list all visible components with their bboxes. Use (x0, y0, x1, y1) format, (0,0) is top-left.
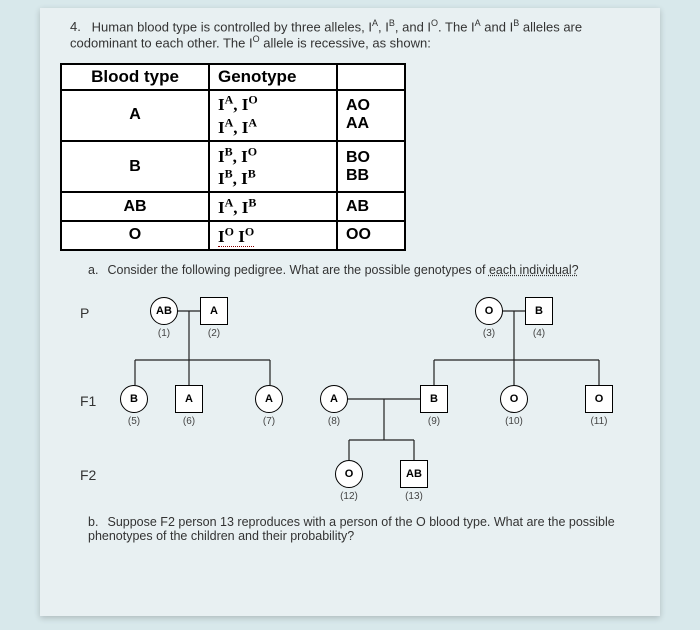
pedigree-node-11: O(11) (585, 385, 613, 427)
subquestion-b: b. Suppose F2 person 13 reproduces with … (88, 515, 640, 543)
pedigree-node-7: A(7) (255, 385, 283, 427)
pedigree-node-5: B(5) (120, 385, 148, 427)
question-number: 4. (70, 19, 88, 34)
pedigree-node-9: B(9) (420, 385, 448, 427)
gen-f1: F1 (80, 393, 96, 409)
pedigree-node-13: AB(13) (400, 460, 428, 502)
gen-f2: F2 (80, 467, 96, 483)
pedigree-node-2: A(2) (200, 297, 228, 339)
bloodtype-table: Blood typeGenotype AIA, IOIA, IAAOAA BIB… (60, 63, 406, 251)
pedigree-node-12: O(12) (335, 460, 363, 502)
question-text: 4. Human blood type is controlled by thr… (70, 18, 640, 51)
pedigree-node-3: O(3) (475, 297, 503, 339)
pedigree-diagram: P F1 F2 AB(1) A(2) O(3) B(4) B(5) A(6) A(7) A(8… (80, 285, 640, 515)
pedigree-node-8: A(8) (320, 385, 348, 427)
gen-p: P (80, 305, 89, 321)
header-genotype: Genotype (209, 64, 337, 90)
pedigree-node-1: AB(1) (150, 297, 178, 339)
pedigree-node-10: O(10) (500, 385, 528, 427)
subquestion-a: a. Consider the following pedigree. What… (88, 263, 640, 277)
header-bloodtype: Blood type (61, 64, 209, 90)
pedigree-node-4: B(4) (525, 297, 553, 339)
pedigree-node-6: A(6) (175, 385, 203, 427)
